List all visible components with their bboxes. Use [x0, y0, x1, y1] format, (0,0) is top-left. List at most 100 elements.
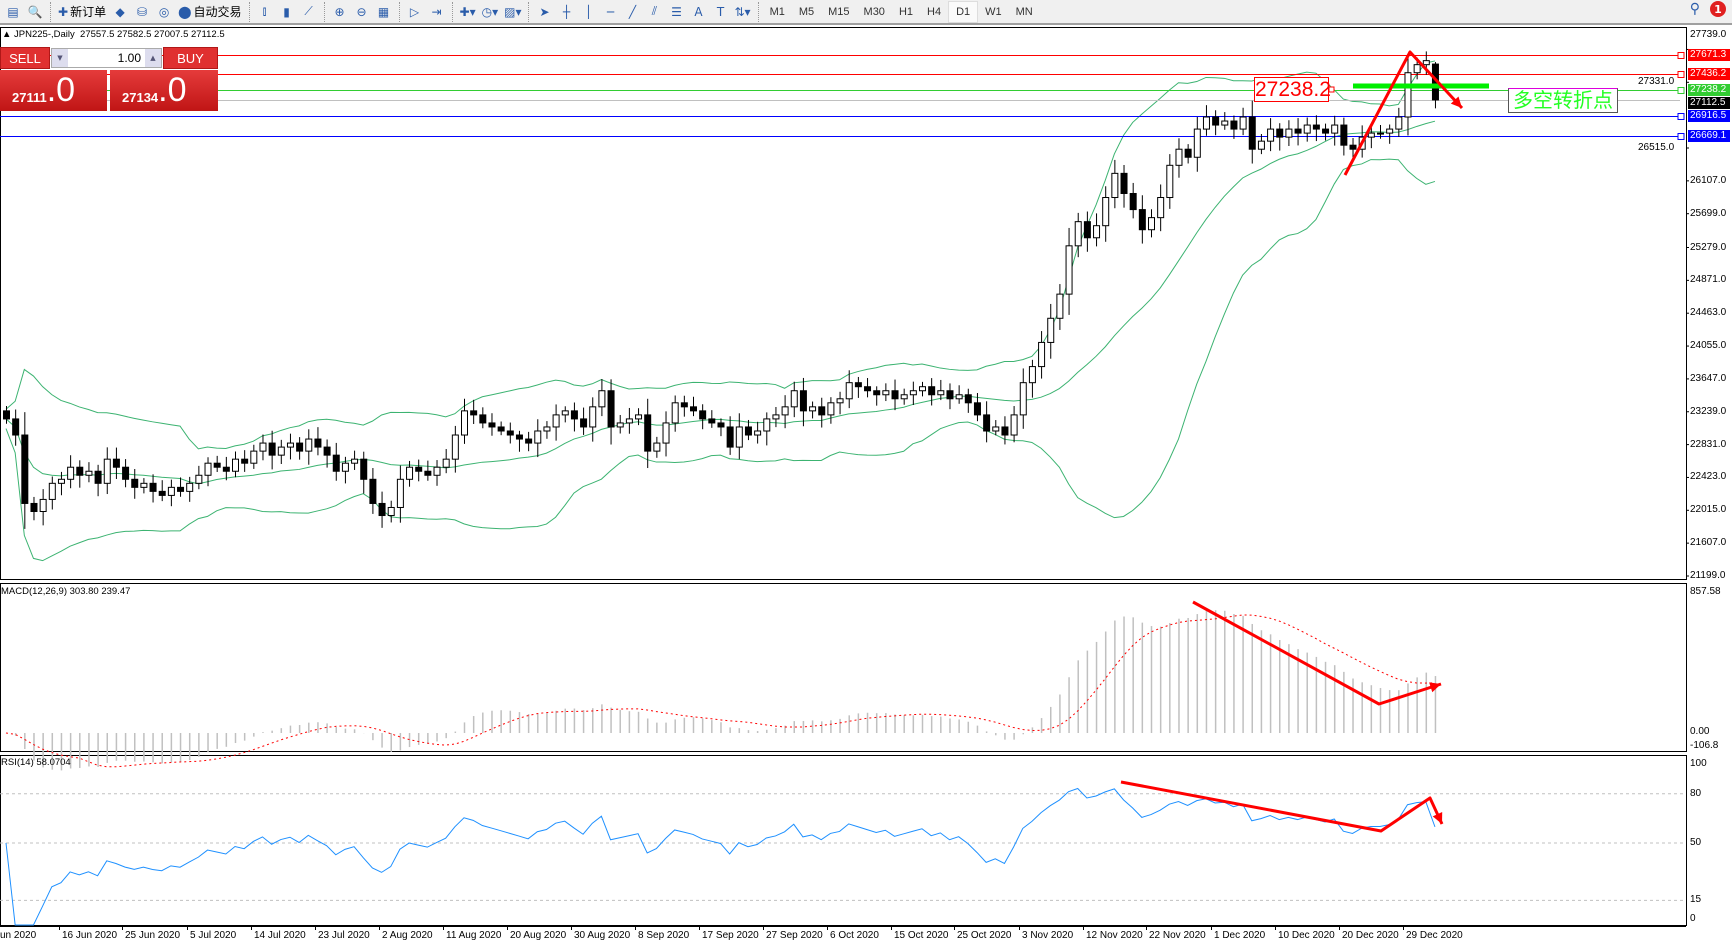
zoom-out-button[interactable]: ⊖ [351, 1, 373, 23]
auto-trading-button[interactable]: ⬤ 自动交易 [175, 1, 244, 23]
timeframe-w1[interactable]: W1 [985, 5, 1002, 18]
candle-bear [415, 466, 423, 472]
search-icon[interactable]: ⚲ [1689, 1, 1700, 17]
zoom-in-icon: ⊕ [334, 4, 345, 19]
candle-bull [1303, 124, 1311, 134]
text-label-button[interactable]: T [709, 1, 731, 23]
candle-bear [488, 422, 496, 428]
timeframe-h4[interactable]: H4 [927, 5, 942, 18]
timeframe-h1[interactable]: H1 [898, 5, 913, 18]
text-button[interactable]: A [687, 1, 709, 23]
candle-bull [1093, 225, 1101, 239]
sell-button[interactable]: SELL [0, 47, 50, 69]
crosshair-button[interactable]: ┼ [555, 1, 577, 23]
toolbar-separator [757, 1, 759, 22]
chart-shift-button[interactable]: ⇥ [426, 1, 448, 23]
vertical-line-button[interactable]: │ [577, 1, 599, 23]
increase-lot-icon[interactable]: ▲ [145, 49, 161, 67]
vertical-line-icon: │ [584, 4, 593, 19]
candle-bull [1267, 128, 1275, 142]
candle-bull [992, 426, 1000, 432]
chart-header: ▲ JPN225-,Daily 27557.5 27582.5 27007.5 … [2, 29, 225, 40]
terminal-button[interactable]: ⛁ [131, 1, 153, 23]
signals-button[interactable]: ◎ [153, 1, 175, 23]
candle-bull [1056, 293, 1064, 319]
candle-bull [772, 414, 780, 420]
sell-price: 27111 [12, 90, 47, 105]
candle-bull [589, 406, 597, 428]
macd-label: MACD(12,26,9) 303.80 239.47 [1, 586, 131, 597]
notification-badge[interactable]: 1 [1710, 1, 1726, 17]
candle-bear [296, 442, 304, 452]
buy-button[interactable]: BUY [163, 47, 218, 69]
candle-bull [598, 390, 606, 408]
candle-bull [341, 462, 349, 472]
lot-input[interactable] [68, 51, 145, 65]
main-pane-border [0, 27, 1687, 580]
macd-axis-label: 857.58 [1690, 586, 1721, 597]
timeframe-m30[interactable]: M30 [863, 5, 885, 18]
candle-bear [744, 426, 752, 436]
metaeditor-button[interactable]: ◆ [109, 1, 131, 23]
chart-window-button[interactable]: ▤ [2, 1, 24, 23]
turning-point-annotation[interactable]: 多空转折点 [1508, 88, 1618, 113]
candle-bull [1175, 148, 1183, 166]
rsi-pane-border [0, 755, 1687, 926]
decrease-lot-icon[interactable]: ▼ [52, 49, 68, 67]
candle-bull [845, 382, 853, 400]
timeframe-d1[interactable]: D1 [948, 0, 979, 23]
line-chart-button[interactable]: ⟋ [298, 1, 320, 23]
candle-bull [1038, 341, 1046, 368]
buy-price-button[interactable]: 27134.0 [110, 70, 218, 111]
fibonacci-button[interactable]: ☰ [665, 1, 687, 23]
candle-bear [983, 414, 991, 432]
macd-pane-border [0, 583, 1687, 752]
candle-bull [1202, 116, 1210, 130]
new-order-button[interactable]: ✚ 新订单 [55, 1, 109, 23]
templates-button[interactable]: ▨▾ [501, 1, 524, 23]
arrows-button[interactable]: ⇅▾ [731, 1, 753, 23]
candle-bull [1157, 197, 1165, 219]
market-watch-button[interactable]: 🔍 [24, 1, 46, 23]
indicators-button[interactable]: ✚▾ [457, 1, 479, 23]
zoom-in-button[interactable]: ⊕ [329, 1, 351, 23]
candlestick-button[interactable]: ▮ [276, 1, 298, 23]
candle-bear [424, 470, 432, 476]
timeframe-mn[interactable]: MN [1015, 5, 1033, 18]
trendline-button[interactable]: ╱ [621, 1, 643, 23]
timeframe-m5[interactable]: M5 [798, 5, 815, 18]
time-axis-label: 15 Oct 2020 [894, 930, 949, 941]
auto-scroll-icon: ▷ [409, 4, 420, 19]
periods-button[interactable]: ◷▾ [479, 1, 502, 23]
price-axis-label: 23239.0 [1690, 405, 1727, 417]
bar-chart-button[interactable]: ⫾ [254, 1, 276, 23]
auto-scroll-button[interactable]: ▷ [404, 1, 426, 23]
price-axis-label: 27739.0 [1690, 29, 1727, 40]
candle-bull [277, 446, 285, 456]
candle-bull [1413, 64, 1421, 74]
candle-bear [864, 386, 872, 392]
candle-bear [1001, 426, 1009, 436]
tile-windows-button[interactable]: ▦ [373, 1, 395, 23]
cursor-button[interactable]: ➤ [533, 1, 555, 23]
equidistant-channel-button[interactable]: ⫽ [643, 1, 665, 23]
candle-bull [1166, 164, 1174, 199]
candle-bull [1148, 217, 1155, 231]
candle-bull [1019, 382, 1027, 416]
price-annotation-label[interactable]: 27238.2 [1254, 77, 1331, 102]
candle-bull [67, 466, 75, 480]
candle-bull [1239, 116, 1247, 130]
candle-bear [149, 482, 157, 492]
horizontal-line-button[interactable]: ─ [599, 1, 621, 23]
candle-bull [57, 478, 65, 484]
price-label-anchor [1328, 86, 1335, 93]
time-axis-label: 12 Nov 2020 [1086, 930, 1143, 941]
price-axis-label: 21607.0 [1690, 537, 1727, 549]
sell-price-button[interactable]: 27111.0 [0, 70, 107, 111]
timeframe-m1[interactable]: M1 [769, 5, 785, 18]
candle-bear [525, 438, 533, 444]
timeframe-m15[interactable]: M15 [828, 5, 850, 18]
line-chart-icon: ⟋ [304, 4, 313, 18]
candle-bear [30, 502, 38, 513]
